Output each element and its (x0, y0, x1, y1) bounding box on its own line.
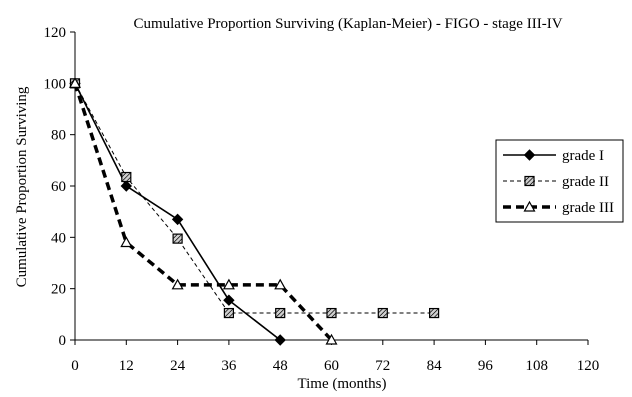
marker-hatch-line (378, 308, 388, 318)
marker-hatch-line (121, 172, 132, 182)
legend-marker (523, 200, 536, 212)
x-axis-label: Time (months) (297, 376, 386, 392)
y-tick-label: 20 (51, 282, 66, 298)
x-tick-label: 0 (71, 358, 79, 374)
x-tick-label: 108 (525, 358, 548, 374)
data-point-grade-2 (223, 307, 234, 319)
series-line-grade-3 (73, 82, 333, 342)
x-tick-label: 72 (375, 358, 390, 374)
marker-hatch-line (228, 312, 234, 318)
marker-hatch-line (326, 308, 332, 314)
data-point-grade-3 (325, 333, 338, 345)
x-tick-label: 48 (273, 358, 288, 374)
legend-item-grade-1: grade I (503, 148, 604, 164)
legend-marker (523, 149, 536, 161)
marker-hatch-line (126, 176, 132, 182)
data-point-grade-3 (120, 236, 133, 248)
y-tick-label: 60 (51, 179, 66, 195)
data-point-grade-2 (121, 171, 132, 183)
x-tick-label: 36 (221, 358, 237, 374)
x-tick-label: 60 (324, 358, 339, 374)
data-point-grade-1 (171, 213, 184, 226)
marker-hatch-line (326, 308, 337, 318)
series-grade-2 (69, 78, 440, 319)
x-tick-label: 84 (427, 358, 443, 374)
marker-hatch-line (433, 312, 439, 318)
series-line-grade-2 (74, 83, 435, 314)
data-point-grade-2 (429, 307, 440, 319)
legend-label: grade III (562, 200, 614, 216)
y-tick-label: 100 (44, 76, 67, 92)
marker-hatch-line (524, 176, 535, 186)
series-grade-3 (68, 77, 338, 345)
marker-hatch-line (382, 312, 388, 318)
data-point-grade-3 (68, 77, 82, 88)
marker-hatch-line (429, 308, 439, 318)
y-axis-ticks: 0 20 40 60 80 100 120 (44, 25, 75, 349)
data-point-grade-2 (326, 307, 337, 319)
data-point-grade-3 (171, 278, 184, 290)
chart-title: Cumulative Proportion Surviving (Kaplan-… (133, 16, 562, 32)
marker-hatch-line (275, 308, 281, 314)
series-grade-1 (69, 77, 286, 346)
data-point-grade-1 (120, 180, 133, 192)
y-axis-label: Cumulative Proportion Surviving (14, 86, 30, 287)
marker-hatch-line (429, 308, 435, 314)
data-point-grade-2 (377, 307, 388, 319)
legend-item-grade-2: grade II (503, 174, 609, 190)
data-point-grade-2 (275, 307, 286, 319)
data-point-grade-1 (223, 294, 235, 306)
data-point-grade-1 (274, 334, 286, 346)
legend-items: grade I grade II grade III (503, 148, 614, 216)
data-point-grade-2 (172, 233, 183, 244)
legend-item-grade-3: grade III (503, 200, 614, 216)
series-line-grade-1 (74, 82, 281, 341)
marker-hatch-line (275, 308, 285, 318)
marker-hatch-line (172, 233, 178, 239)
x-tick-label: 24 (170, 358, 186, 374)
legend-label: grade I (562, 148, 604, 164)
legend-label: grade II (562, 174, 609, 190)
y-tick-label: 80 (51, 128, 66, 144)
x-axis-ticks: 0 12 24 36 48 60 72 84 96 108 120 (71, 340, 599, 374)
marker-hatch-line (331, 312, 337, 318)
y-tick-label: 120 (44, 25, 67, 41)
y-tick-label: 40 (51, 230, 66, 246)
marker-hatch-line (224, 308, 234, 318)
data-point-grade-3 (222, 278, 235, 290)
marker-hatch-line (224, 308, 230, 314)
marker-hatch-line (529, 180, 535, 186)
marker-hatch-line (378, 308, 384, 314)
x-tick-label: 12 (119, 358, 134, 374)
legend: grade I grade II grade III (495, 139, 624, 223)
y-tick-label: 0 (59, 333, 67, 349)
marker-hatch-line (177, 238, 183, 244)
x-tick-label: 96 (478, 358, 494, 374)
marker-hatch-line (121, 172, 127, 178)
data-point-grade-3 (274, 278, 287, 290)
marker-hatch-line (524, 176, 530, 182)
marker-hatch-line (279, 312, 285, 318)
x-tick-label: 120 (577, 358, 600, 374)
marker-hatch-line (172, 233, 183, 244)
series-layer (68, 77, 440, 346)
legend-marker (524, 175, 535, 187)
